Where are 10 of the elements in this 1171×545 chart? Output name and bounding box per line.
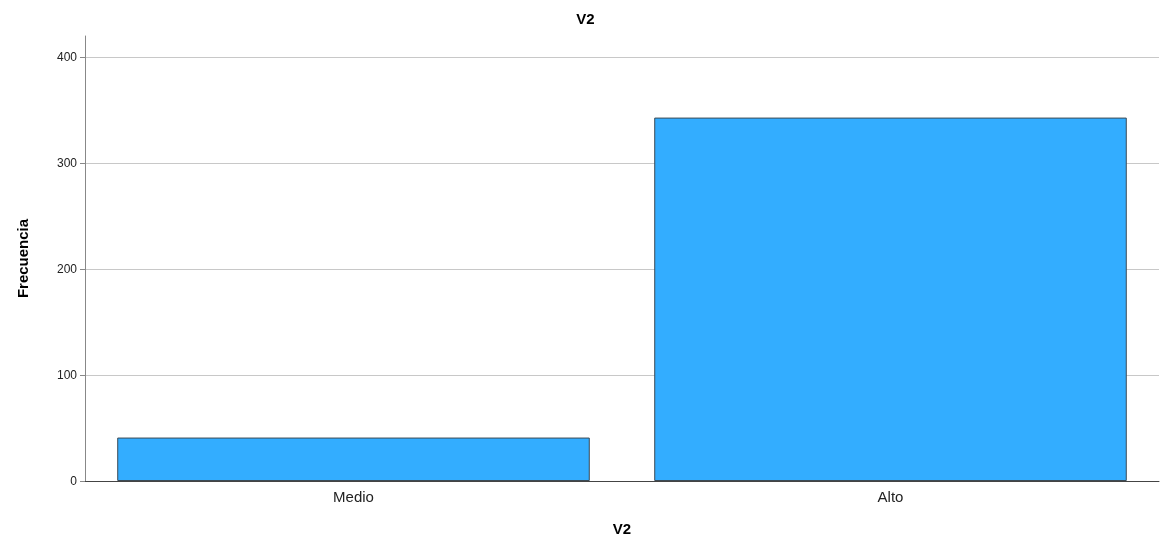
x-tick-label: Medio	[333, 488, 374, 505]
x-axis-title: V2	[612, 520, 632, 537]
x-tick-label: Alto	[877, 488, 904, 505]
y-tick-label: 300	[56, 156, 78, 171]
y-tick-label: 0	[70, 474, 78, 488]
y-tick-label: 100	[56, 368, 78, 383]
y-tick-label: 200	[56, 262, 78, 277]
chart-title: V2	[576, 10, 595, 27]
y-tick-label: 400	[56, 50, 78, 65]
y-axis-title: Frecuencia	[14, 218, 31, 299]
